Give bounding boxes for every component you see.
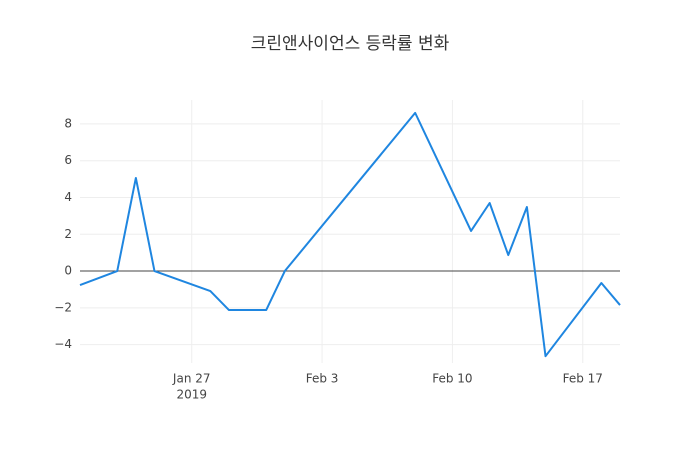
y-tick-label: 4 bbox=[64, 190, 72, 204]
x-tick-label: Jan 27 bbox=[172, 372, 211, 386]
x-year-label: 2019 bbox=[176, 388, 207, 402]
x-tick-label: Feb 17 bbox=[563, 372, 603, 386]
data-line bbox=[79, 111, 621, 358]
y-tick-label: 8 bbox=[64, 116, 72, 130]
y-tick-label: −4 bbox=[54, 337, 72, 351]
y-tick-label: 0 bbox=[64, 264, 72, 278]
y-tick-label: 2 bbox=[64, 227, 72, 241]
y-tick-label: −2 bbox=[54, 300, 72, 314]
x-tick-label: Feb 3 bbox=[306, 372, 339, 386]
x-tick-label: Feb 10 bbox=[432, 372, 472, 386]
chart-title: 크린앤사이언스 등락률 변화 bbox=[251, 34, 450, 54]
y-tick-label: 6 bbox=[64, 153, 72, 167]
